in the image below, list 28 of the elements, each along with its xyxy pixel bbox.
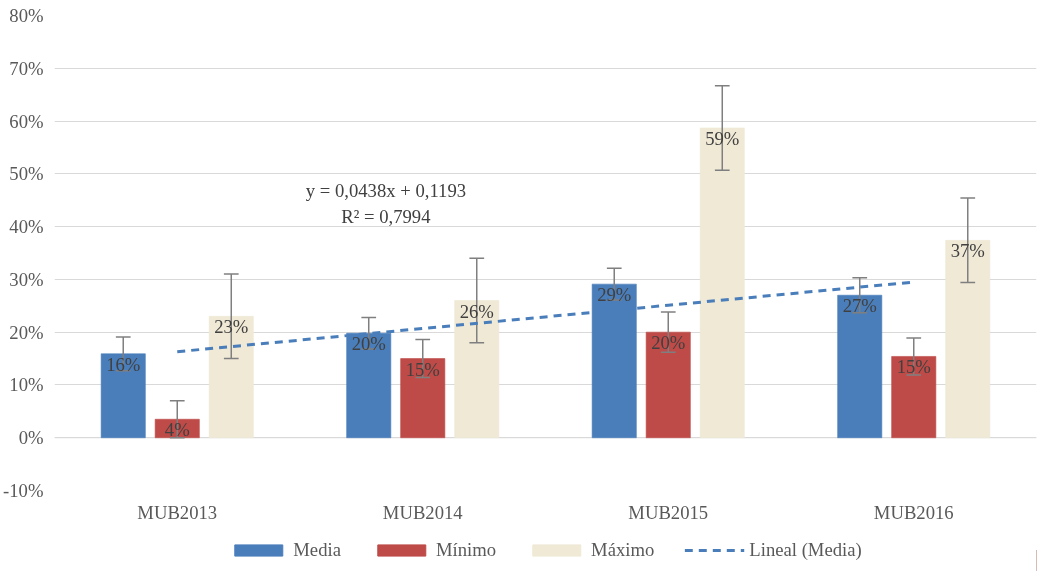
legend-label: Mínimo — [435, 539, 497, 561]
legend-label: Media — [293, 539, 341, 561]
y-tick-label: 0% — [18, 427, 44, 449]
data-label: 20% — [351, 333, 386, 355]
y-tick-label: 60% — [9, 110, 44, 132]
x-tick-label: MUB2015 — [628, 501, 709, 523]
y-tick-label: 70% — [9, 57, 44, 79]
legend-label: Lineal (Media) — [749, 539, 862, 561]
annotation: R² = 0,7994 — [341, 206, 432, 227]
annotation: y = 0,0438x + 0,1193 — [305, 180, 467, 201]
y-tick-label: 80% — [9, 5, 44, 26]
y-tick-label: 20% — [9, 321, 44, 343]
data-label: 4% — [164, 419, 190, 441]
data-label: 15% — [405, 358, 440, 380]
data-label: 16% — [106, 353, 141, 375]
data-label: 20% — [651, 332, 686, 354]
y-tick-label: 50% — [9, 163, 44, 185]
x-tick-label: MUB2014 — [382, 501, 464, 523]
y-tick-label: 10% — [9, 374, 44, 396]
x-tick-label: MUB2013 — [137, 501, 218, 523]
data-label: 29% — [597, 284, 632, 306]
x-tick-label: MUB2016 — [873, 501, 954, 523]
data-label: 27% — [842, 295, 877, 317]
data-label: 15% — [896, 356, 931, 378]
legend-label: Máximo — [591, 539, 655, 561]
y-tick-label: 40% — [9, 216, 44, 238]
y-tick-label: 30% — [9, 268, 44, 290]
y-tick-label: -10% — [3, 480, 44, 501]
